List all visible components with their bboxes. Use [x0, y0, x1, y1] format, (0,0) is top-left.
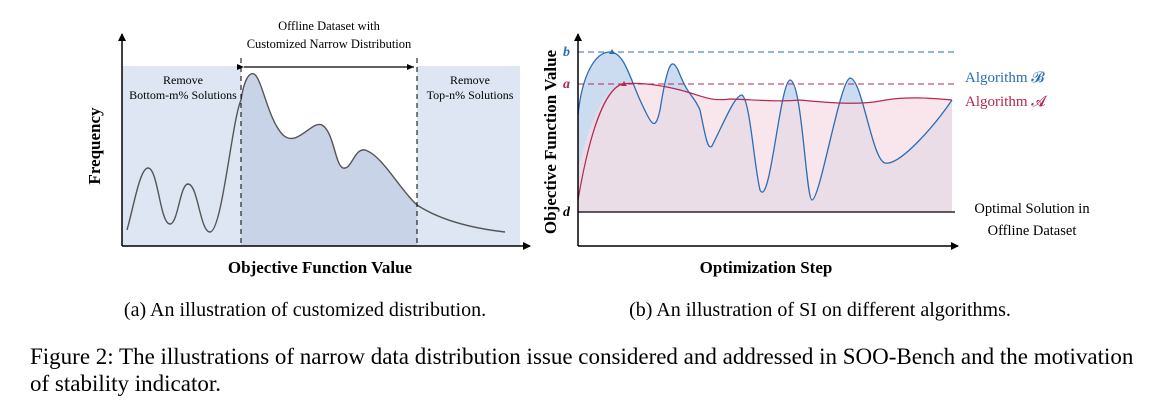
tick-a: a [563, 77, 570, 92]
center-label-line2: Customized Narrow Distribution [247, 37, 412, 51]
y-axis-label-b: Objective Function Value [541, 49, 560, 234]
algo-b-curve [577, 51, 953, 201]
dataset-area [241, 73, 417, 247]
y-axis-label-a: Frequency [85, 107, 104, 185]
left-label-line2: Bottom-m% Solutions [129, 88, 237, 102]
right-label-line1: Remove [450, 73, 490, 87]
algo-a-label: Algorithm 𝓐 [965, 94, 1048, 110]
removed-top-region [417, 66, 520, 246]
panel-b: b a d Algorithm 𝓑 Algorithm 𝓐 Optimal So… [541, 33, 1090, 277]
optimal-label-line2: Offline Dataset [988, 223, 1077, 239]
tick-b: b [563, 45, 570, 60]
x-axis-label-b: Optimization Step [700, 258, 833, 277]
tick-d: d [563, 205, 571, 220]
right-label-line2: Top-n% Solutions [427, 88, 514, 102]
x-axis-label-a: Objective Function Value [228, 258, 413, 277]
center-label-line1: Offline Dataset with [278, 19, 381, 33]
algo-a-fill [578, 83, 952, 212]
figure-caption: Figure 2: The illustrations of narrow da… [30, 344, 1134, 396]
caption-b: (b) An illustration of SI on different a… [629, 299, 1011, 321]
removed-bottom-region [122, 66, 241, 246]
algo-a-curve [577, 82, 953, 201]
caption-a: (a) An illustration of customized distri… [124, 299, 486, 321]
panel-a: Offline Dataset with Customized Narrow D… [85, 19, 531, 277]
left-label-line1: Remove [163, 73, 203, 87]
algo-b-label: Algorithm 𝓑 [965, 70, 1045, 86]
optimal-label-line1: Optimal Solution in [974, 201, 1090, 217]
frequency-curve [126, 73, 506, 233]
